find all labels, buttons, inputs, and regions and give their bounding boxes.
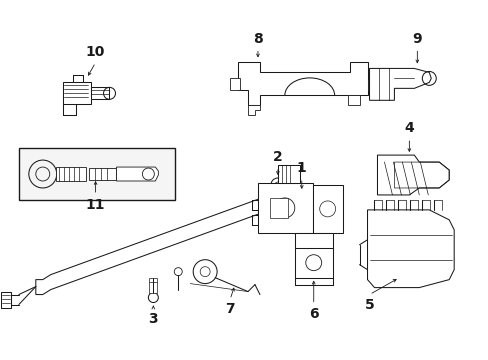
Bar	[149, 278, 157, 293]
Text: 5: 5	[364, 297, 374, 311]
Text: 4: 4	[404, 121, 413, 135]
Polygon shape	[238, 62, 367, 105]
Bar	[56, 167, 85, 181]
Polygon shape	[116, 167, 158, 181]
Text: 7: 7	[225, 302, 234, 316]
Bar	[367, 80, 375, 90]
Text: 3: 3	[148, 312, 158, 327]
Polygon shape	[347, 95, 359, 105]
Bar	[62, 82, 90, 104]
Text: 2: 2	[272, 150, 282, 164]
Polygon shape	[367, 210, 453, 288]
Bar	[229, 78, 240, 90]
Bar	[258, 183, 312, 233]
Bar	[312, 185, 342, 233]
Bar	[294, 233, 332, 251]
Bar	[19, 148, 175, 200]
Bar	[294, 248, 332, 278]
Text: 6: 6	[308, 307, 318, 321]
Text: 10: 10	[86, 45, 105, 59]
Polygon shape	[369, 68, 430, 100]
Bar	[90, 87, 108, 99]
Bar	[1, 292, 11, 307]
Text: 8: 8	[253, 32, 262, 46]
Polygon shape	[36, 193, 329, 294]
Text: 11: 11	[86, 198, 105, 212]
Bar	[277, 165, 299, 183]
Text: 1: 1	[296, 161, 306, 175]
Bar	[269, 198, 287, 218]
Text: 9: 9	[412, 32, 421, 46]
Polygon shape	[247, 105, 260, 115]
Polygon shape	[377, 155, 448, 195]
Bar	[88, 168, 116, 180]
